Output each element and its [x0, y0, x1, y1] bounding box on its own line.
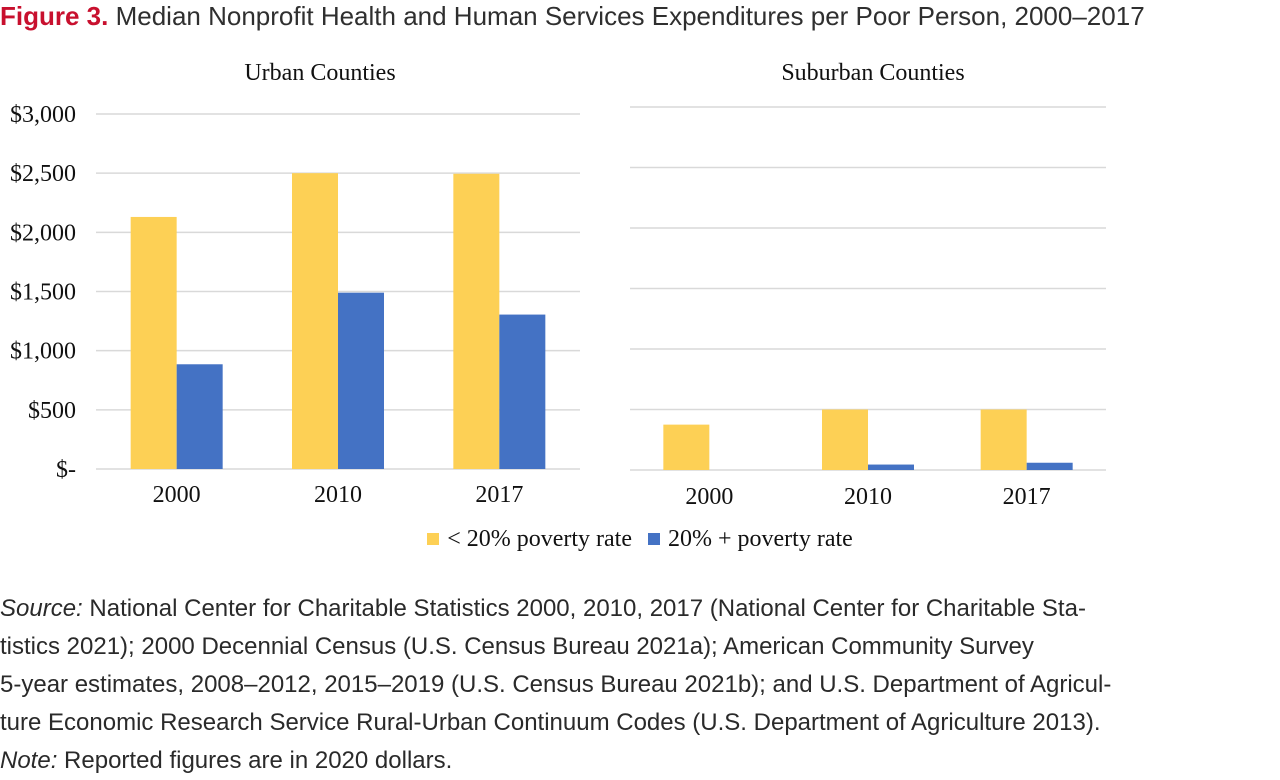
bar-high-poverty — [176, 364, 223, 469]
chart-area: $- $500 $1,000 $1,500 $2,000 $2,500 $3,000 Urba… — [10, 60, 1106, 510]
x-tick-label: 2010 — [314, 482, 362, 508]
bar-low-poverty — [130, 216, 177, 469]
panel-title: Urban Counties — [244, 60, 395, 86]
figure-notes: Source: National Center for Charitable S… — [0, 590, 1280, 780]
panel-title: Suburban Counties — [781, 60, 964, 86]
bar-high-poverty — [868, 464, 914, 470]
legend-swatch-high-poverty — [648, 533, 660, 545]
legend-item-low-poverty: < 20% poverty rate — [427, 524, 632, 554]
bar-low-poverty — [980, 409, 1027, 470]
bar-low-poverty — [822, 409, 868, 470]
y-tick-label: $- — [56, 457, 76, 483]
legend-label-high-poverty: 20% + poverty rate — [668, 525, 853, 552]
x-tick-label: 2000 — [685, 484, 733, 510]
bar-high-poverty — [338, 292, 384, 469]
figure-title-text: Median Nonprofit Health and Human Servic… — [115, 1, 1145, 31]
figure-label: Figure 3. — [0, 1, 109, 31]
bar-low-poverty — [453, 173, 500, 469]
x-tick-label: 2010 — [844, 484, 892, 510]
y-tick-label: $2,500 — [10, 161, 76, 187]
legend-swatch-low-poverty — [427, 533, 440, 545]
legend-label-low-poverty: < 20% poverty rate — [447, 525, 632, 552]
bar-low-poverty — [663, 424, 710, 470]
source-line-1: Source: National Center for Charitable S… — [0, 590, 1280, 628]
source-text-1: National Center for Charitable Statistic… — [89, 595, 1086, 622]
x-tick-label: 2017 — [475, 482, 523, 508]
legend-item-high-poverty: 20% + poverty rate — [648, 524, 853, 554]
source-line-2: tistics 2021); 2000 Decennial Census (U.… — [0, 633, 1034, 660]
x-tick-label: 2000 — [153, 482, 201, 508]
note-label: Note: — [0, 747, 58, 774]
figure-title: Figure 3. Median Nonprofit Health and Hu… — [0, 0, 1280, 40]
source-line-3: 5-year estimates, 2008–2012, 2015–2019 (… — [0, 671, 1112, 698]
note-line: Note: Reported figures are in 2020 dolla… — [0, 742, 1280, 780]
y-tick-label: $2,000 — [10, 220, 76, 246]
bar-high-poverty — [499, 314, 546, 469]
source-line-4: ture Economic Research Service Rural-Urb… — [0, 709, 1101, 736]
x-tick-label: 2017 — [1003, 484, 1051, 510]
note-text: Reported figures are in 2020 dollars. — [64, 747, 453, 774]
source-label: Source: — [0, 595, 83, 622]
y-tick-label: $3,000 — [10, 102, 76, 128]
bar-high-poverty — [1026, 462, 1073, 470]
bar-low-poverty — [292, 173, 338, 469]
chart-legend: < 20% poverty rate 20% + poverty rate — [0, 524, 1280, 554]
y-tick-label: $500 — [28, 398, 76, 424]
y-tick-label: $1,500 — [10, 280, 76, 306]
y-tick-label: $1,000 — [10, 339, 76, 365]
